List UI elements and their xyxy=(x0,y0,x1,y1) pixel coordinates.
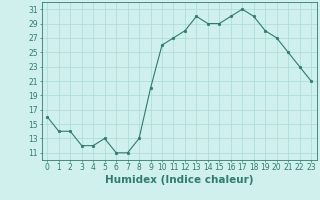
X-axis label: Humidex (Indice chaleur): Humidex (Indice chaleur) xyxy=(105,175,253,185)
